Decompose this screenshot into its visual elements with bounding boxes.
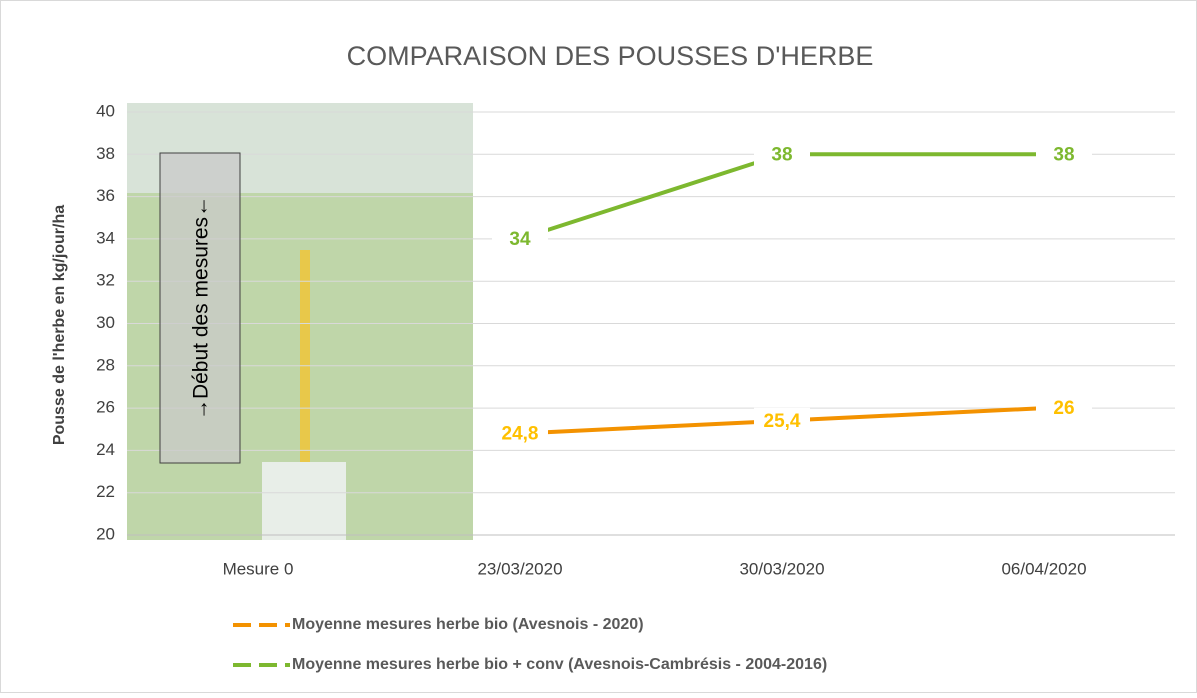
data-label: 25,4 bbox=[764, 411, 801, 432]
y-tick-label: 34 bbox=[96, 228, 115, 247]
y-tick-label: 36 bbox=[96, 186, 115, 205]
y-tick-label: 20 bbox=[96, 524, 115, 543]
y-tick-label: 22 bbox=[96, 482, 115, 501]
page: COMPARAISON DES POUSSES D'HERBE Pousse d… bbox=[0, 0, 1197, 698]
chart-title: COMPARAISON DES POUSSES D'HERBE bbox=[347, 41, 874, 71]
data-label: 24,8 bbox=[502, 423, 539, 444]
x-tick-label: Mesure 0 bbox=[223, 559, 294, 578]
photo-pole bbox=[300, 250, 310, 480]
x-tick-label: 23/03/2020 bbox=[477, 559, 562, 578]
data-label: 34 bbox=[509, 229, 531, 250]
y-tick-label: 30 bbox=[96, 313, 115, 332]
annotation: →Début des mesures← bbox=[190, 196, 213, 420]
y-tick-label: 38 bbox=[96, 144, 115, 163]
y-tick-label: 28 bbox=[96, 355, 115, 374]
y-axis-title: Pousse de l'herbe en kg/jour/ha bbox=[51, 205, 68, 445]
chart: COMPARAISON DES POUSSES D'HERBE Pousse d… bbox=[0, 0, 1197, 693]
y-tick-label: 24 bbox=[96, 440, 115, 459]
legend-label: Moyenne mesures herbe bio (Avesnois - 20… bbox=[292, 616, 644, 633]
photo-plate bbox=[262, 462, 346, 540]
y-tick-label: 32 bbox=[96, 271, 115, 290]
x-tick-label: 30/03/2020 bbox=[739, 559, 824, 578]
legend-label: Moyenne mesures herbe bio + conv (Avesno… bbox=[292, 656, 827, 673]
x-tick-label: 06/04/2020 bbox=[1001, 559, 1086, 578]
data-label: 38 bbox=[1053, 144, 1074, 165]
data-label: 38 bbox=[771, 144, 792, 165]
y-tick-label: 26 bbox=[96, 398, 115, 417]
data-label: 26 bbox=[1053, 398, 1074, 419]
y-tick-label: 40 bbox=[96, 101, 115, 120]
